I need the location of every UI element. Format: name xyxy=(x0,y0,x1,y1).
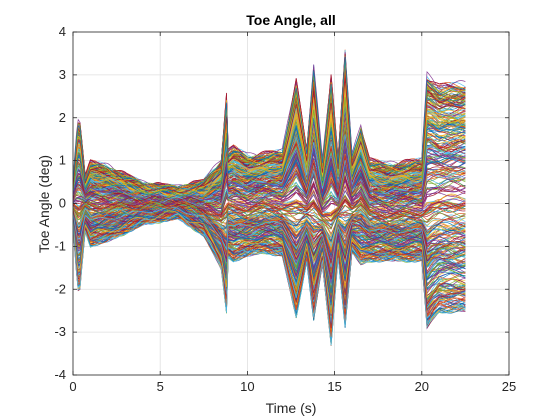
chart-title: Toe Angle, all xyxy=(246,12,335,28)
y-tick-label: 0 xyxy=(59,196,66,211)
y-tick-label: 2 xyxy=(59,110,66,125)
x-tick-label: 15 xyxy=(327,379,341,394)
y-tick-label: -1 xyxy=(54,238,66,253)
x-tick-label: 10 xyxy=(240,379,254,394)
x-tick-label: 0 xyxy=(69,379,76,394)
y-tick-label: 3 xyxy=(59,67,66,82)
y-axis-label: Toe Angle (deg) xyxy=(36,155,52,253)
y-tick-label: -4 xyxy=(54,367,66,382)
y-tick-label: -3 xyxy=(54,324,66,339)
y-tick-label: 1 xyxy=(59,153,66,168)
y-tick-label: 4 xyxy=(59,24,66,39)
x-tick-label: 20 xyxy=(415,379,429,394)
x-axis-label: Time (s) xyxy=(266,400,317,416)
x-tick-label: 5 xyxy=(157,379,164,394)
x-tick-label: 25 xyxy=(502,379,516,394)
y-tick-label: -2 xyxy=(54,281,66,296)
